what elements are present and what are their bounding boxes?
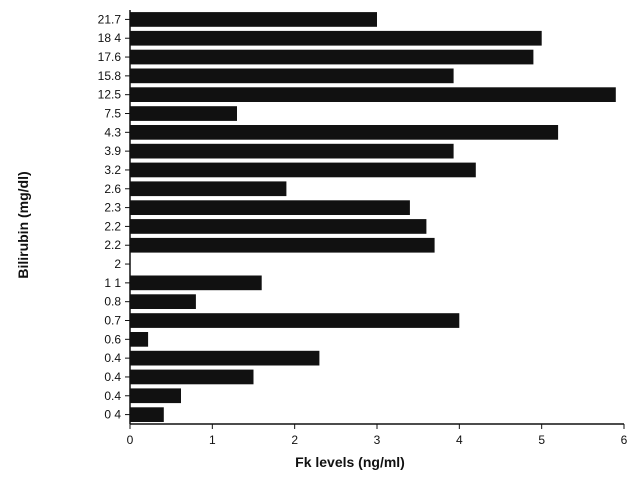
x-axis-title: Fk levels (ng/ml) [295, 454, 405, 470]
bar-9 [130, 162, 476, 178]
bar-19 [130, 350, 320, 366]
y-tick-label: 4.3 [104, 125, 121, 139]
bar-1 [130, 12, 377, 27]
y-tick-label: 17.6 [98, 50, 122, 64]
bar-6 [130, 106, 237, 121]
y-tick-label: 15.8 [98, 69, 122, 83]
x-tick-label: 6 [621, 433, 628, 447]
y-tick-label: 0.4 [104, 370, 121, 384]
x-tick-label: 2 [291, 433, 298, 447]
y-tick-label: 0.4 [104, 351, 121, 365]
x-tick-label: 5 [538, 433, 545, 447]
x-tick-label: 1 [209, 433, 216, 447]
y-tick-label: 12.5 [98, 88, 122, 102]
x-tick-label: 3 [374, 433, 381, 447]
y-tick-label: 2.2 [104, 219, 121, 233]
bar-4 [130, 68, 454, 84]
bar-16 [130, 294, 196, 309]
x-axis-ticks: 0 1 2 3 4 5 6 [127, 424, 628, 447]
y-axis-ticks: 21.7 18 4 17.6 15.8 12.5 7.5 4.3 3.9 3.2 2.6 2.3 2.… [98, 12, 130, 422]
y-tick-label: 0.8 [104, 295, 121, 309]
y-axis-title: Bilirubin (mg/dl) [15, 171, 31, 278]
bar-3 [130, 49, 534, 65]
y-tick-label: 21.7 [98, 12, 122, 26]
y-tick-label: 3.9 [104, 144, 121, 158]
bar-13 [130, 237, 435, 253]
bar-7 [130, 125, 559, 140]
y-tick-label: 1 1 [104, 276, 121, 290]
bar-12 [130, 219, 427, 234]
y-tick-label: 2.6 [104, 182, 121, 196]
y-tick-label: 0 4 [104, 408, 121, 422]
y-tick-label: 0.7 [104, 314, 121, 328]
x-tick-label: 4 [456, 433, 463, 447]
y-tick-label: 3.2 [104, 163, 121, 177]
bar-21 [130, 388, 181, 404]
y-tick-label: 7.5 [104, 107, 121, 121]
y-tick-label: 0.6 [104, 332, 121, 346]
bar-2 [130, 30, 542, 46]
y-tick-label: 2 [114, 257, 121, 271]
bar-10 [130, 181, 287, 197]
x-tick-label: 0 [127, 433, 134, 447]
y-tick-label: 2.2 [104, 238, 121, 252]
bar-8 [130, 143, 454, 159]
bars-group [130, 12, 616, 422]
y-tick-label: 18 4 [98, 31, 122, 45]
bar-5 [130, 87, 616, 102]
bar-22 [130, 407, 164, 422]
y-tick-label: 2.3 [104, 201, 121, 215]
bar-11 [130, 200, 410, 215]
bar-18 [130, 332, 149, 347]
bar-17 [130, 313, 460, 328]
y-tick-label: 0.4 [104, 389, 121, 403]
bar-15 [130, 275, 262, 291]
bar-20 [130, 369, 254, 385]
